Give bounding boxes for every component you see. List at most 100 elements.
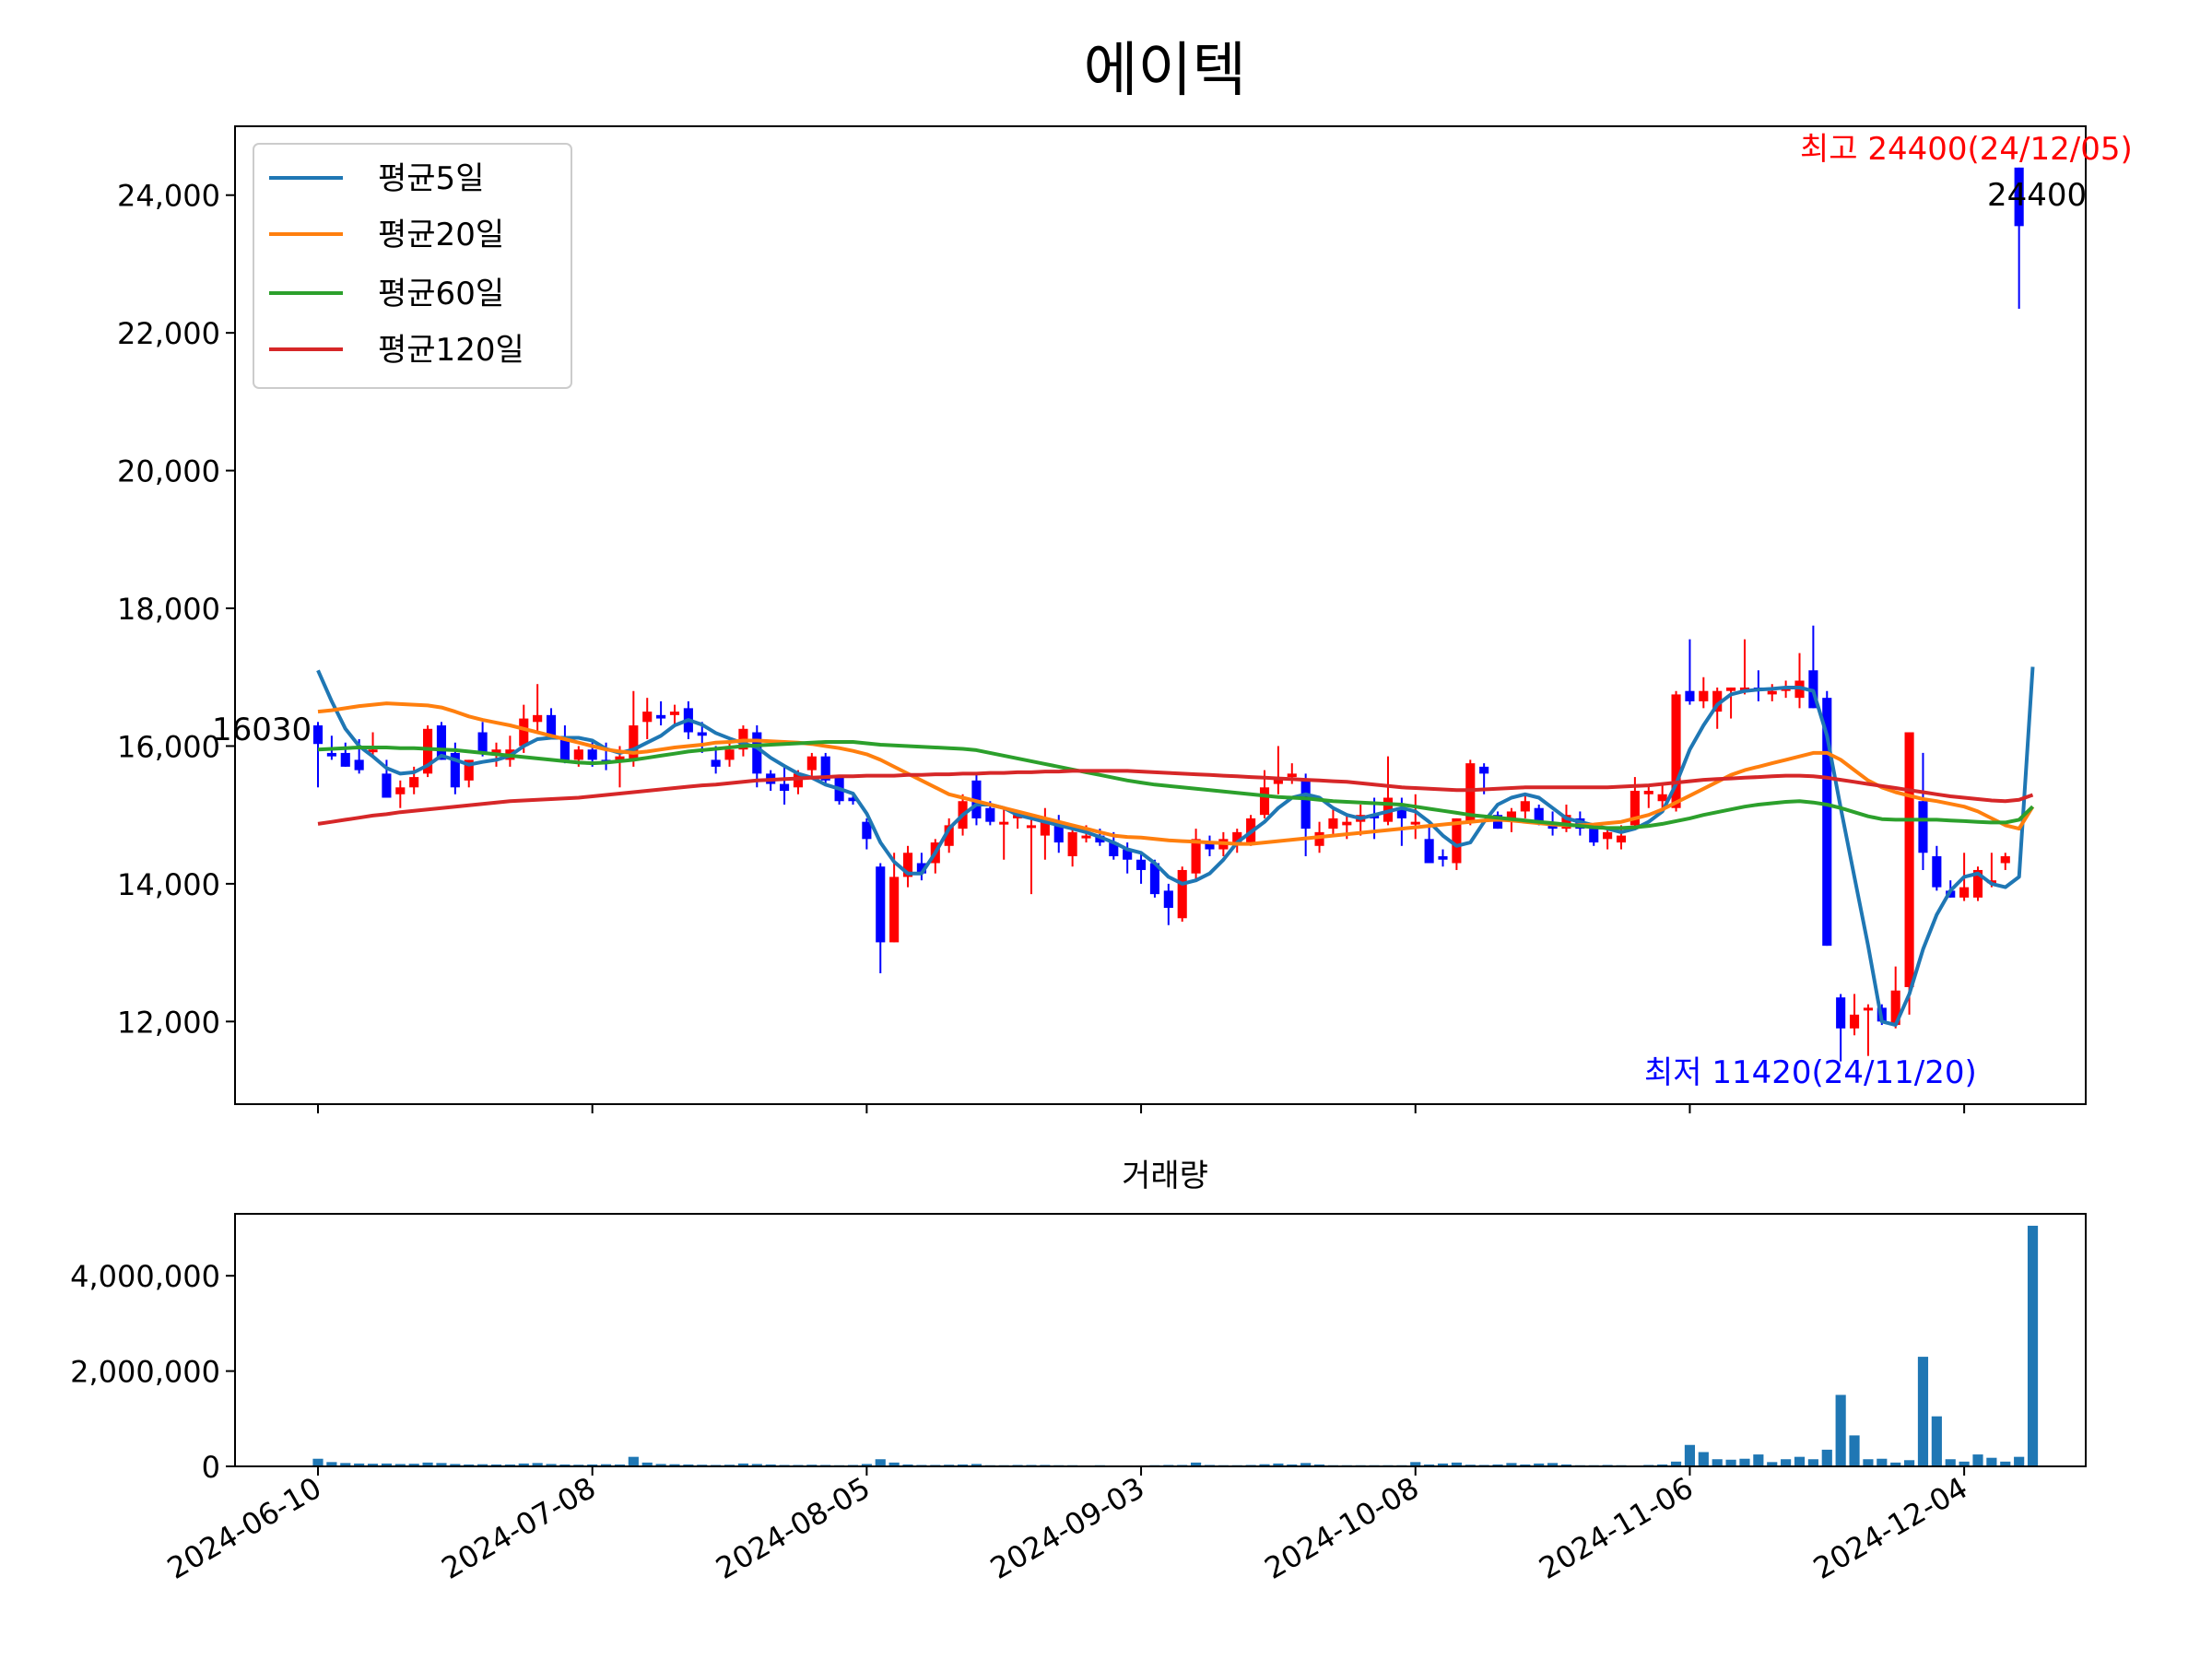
volume-bar xyxy=(957,1464,969,1466)
candle-body xyxy=(1890,990,1900,1026)
candle-body xyxy=(642,712,653,723)
candle-body xyxy=(1561,815,1571,830)
candle xyxy=(669,704,680,726)
price-ytick-label: 24,000 xyxy=(117,179,220,214)
candle-body xyxy=(724,749,735,760)
candle-body xyxy=(1657,794,1667,802)
volume-bar xyxy=(559,1464,571,1466)
candle xyxy=(1410,794,1420,840)
volume-bar xyxy=(861,1464,872,1466)
candle-body xyxy=(477,732,488,753)
candle xyxy=(780,766,790,805)
candle-body xyxy=(615,756,625,760)
candle-body xyxy=(1932,856,1942,888)
candle-body xyxy=(1287,773,1297,778)
candle xyxy=(999,807,1009,860)
candle-body xyxy=(491,749,501,753)
candle-body xyxy=(1603,831,1613,840)
candle xyxy=(1643,783,1653,808)
candle xyxy=(1177,866,1187,922)
annotation-first-close: 16030 xyxy=(212,712,312,748)
price-ytick-label: 16,000 xyxy=(117,729,220,764)
volume-bar xyxy=(1313,1464,1325,1466)
candle-body xyxy=(423,728,433,774)
candle-body xyxy=(1410,821,1420,825)
candle xyxy=(1163,883,1173,925)
legend-label-ma5: 평균5일 xyxy=(378,160,484,197)
volume-bar xyxy=(765,1464,776,1466)
volume-bar xyxy=(628,1456,639,1466)
candle-body xyxy=(1849,1014,1860,1029)
candle xyxy=(436,722,447,760)
price-ytick-label: 20,000 xyxy=(117,454,220,489)
volume-bar xyxy=(1767,1462,1778,1466)
candle-body xyxy=(1191,839,1201,874)
candle-body xyxy=(1465,763,1476,822)
volume-bar xyxy=(546,1464,557,1466)
candle xyxy=(1932,845,1942,891)
legend-entry-ma120: 평균120일 xyxy=(269,332,524,369)
volume-bar xyxy=(1863,1459,1874,1466)
candle xyxy=(1671,690,1681,812)
volume-ytick-label: 0 xyxy=(202,1450,220,1485)
candle-body xyxy=(1067,831,1077,857)
candle xyxy=(1424,825,1434,864)
volume-bar xyxy=(902,1464,913,1466)
price-ytick-label: 22,000 xyxy=(117,316,220,351)
volume-bar xyxy=(1520,1464,1531,1466)
candle-body xyxy=(1643,791,1653,794)
volume-y-axis: 0 2,000,000 4,000,000 xyxy=(70,1259,235,1485)
candle xyxy=(477,722,488,757)
candle-body xyxy=(436,725,447,760)
candle-body xyxy=(1534,807,1544,822)
volume-bar xyxy=(1945,1459,1956,1466)
candle xyxy=(312,722,324,788)
candle xyxy=(533,684,543,733)
candle-body xyxy=(533,714,543,723)
candle-body xyxy=(1040,818,1050,836)
candle-body xyxy=(1506,811,1516,822)
candle-body xyxy=(464,759,474,781)
volume-bar xyxy=(477,1464,488,1466)
candle-body xyxy=(1520,801,1530,812)
candle-body xyxy=(1342,821,1352,826)
candle-body xyxy=(1396,807,1406,818)
candle xyxy=(1520,794,1530,818)
candle-body xyxy=(697,732,707,736)
candle-body xyxy=(985,807,995,822)
volume-bar xyxy=(1794,1456,1806,1466)
legend-entry-ma60: 평균60일 xyxy=(269,276,504,312)
volume-bar xyxy=(532,1463,543,1466)
price-y-axis: 12,000 14,000 16,000 18,000 20,000 22,000 24,0… xyxy=(117,179,235,1040)
candle xyxy=(642,698,653,739)
legend-entry-ma20: 평균20일 xyxy=(269,217,504,253)
volume-bar xyxy=(888,1462,900,1466)
candle-body xyxy=(1081,835,1091,839)
candle-body xyxy=(1438,856,1448,860)
volume-bar xyxy=(1451,1462,1462,1466)
volume-bar xyxy=(1670,1461,1682,1466)
volume-bar xyxy=(1410,1462,1421,1466)
candle xyxy=(820,752,830,784)
annotation-high: 최고 24400(24/12/05) xyxy=(1800,131,2133,168)
volume-bar xyxy=(971,1464,982,1466)
candle-body xyxy=(1726,687,1736,691)
volume-bar xyxy=(1739,1458,1750,1466)
candle-body xyxy=(395,787,406,794)
candle-body xyxy=(1205,842,1215,850)
candle xyxy=(395,780,406,808)
candle-body xyxy=(656,714,666,719)
volume-bar xyxy=(669,1464,680,1466)
candle-body xyxy=(848,797,858,802)
candle xyxy=(1191,829,1201,881)
candle xyxy=(916,853,926,881)
volume-bar xyxy=(2014,1456,2025,1466)
candle-body xyxy=(2000,856,2010,864)
legend-box xyxy=(253,143,572,389)
volume-bar xyxy=(422,1462,433,1466)
candle-body xyxy=(1547,825,1558,830)
volume-bar xyxy=(1890,1462,1901,1466)
volume-bar xyxy=(464,1464,475,1466)
volume-bar xyxy=(450,1464,461,1466)
